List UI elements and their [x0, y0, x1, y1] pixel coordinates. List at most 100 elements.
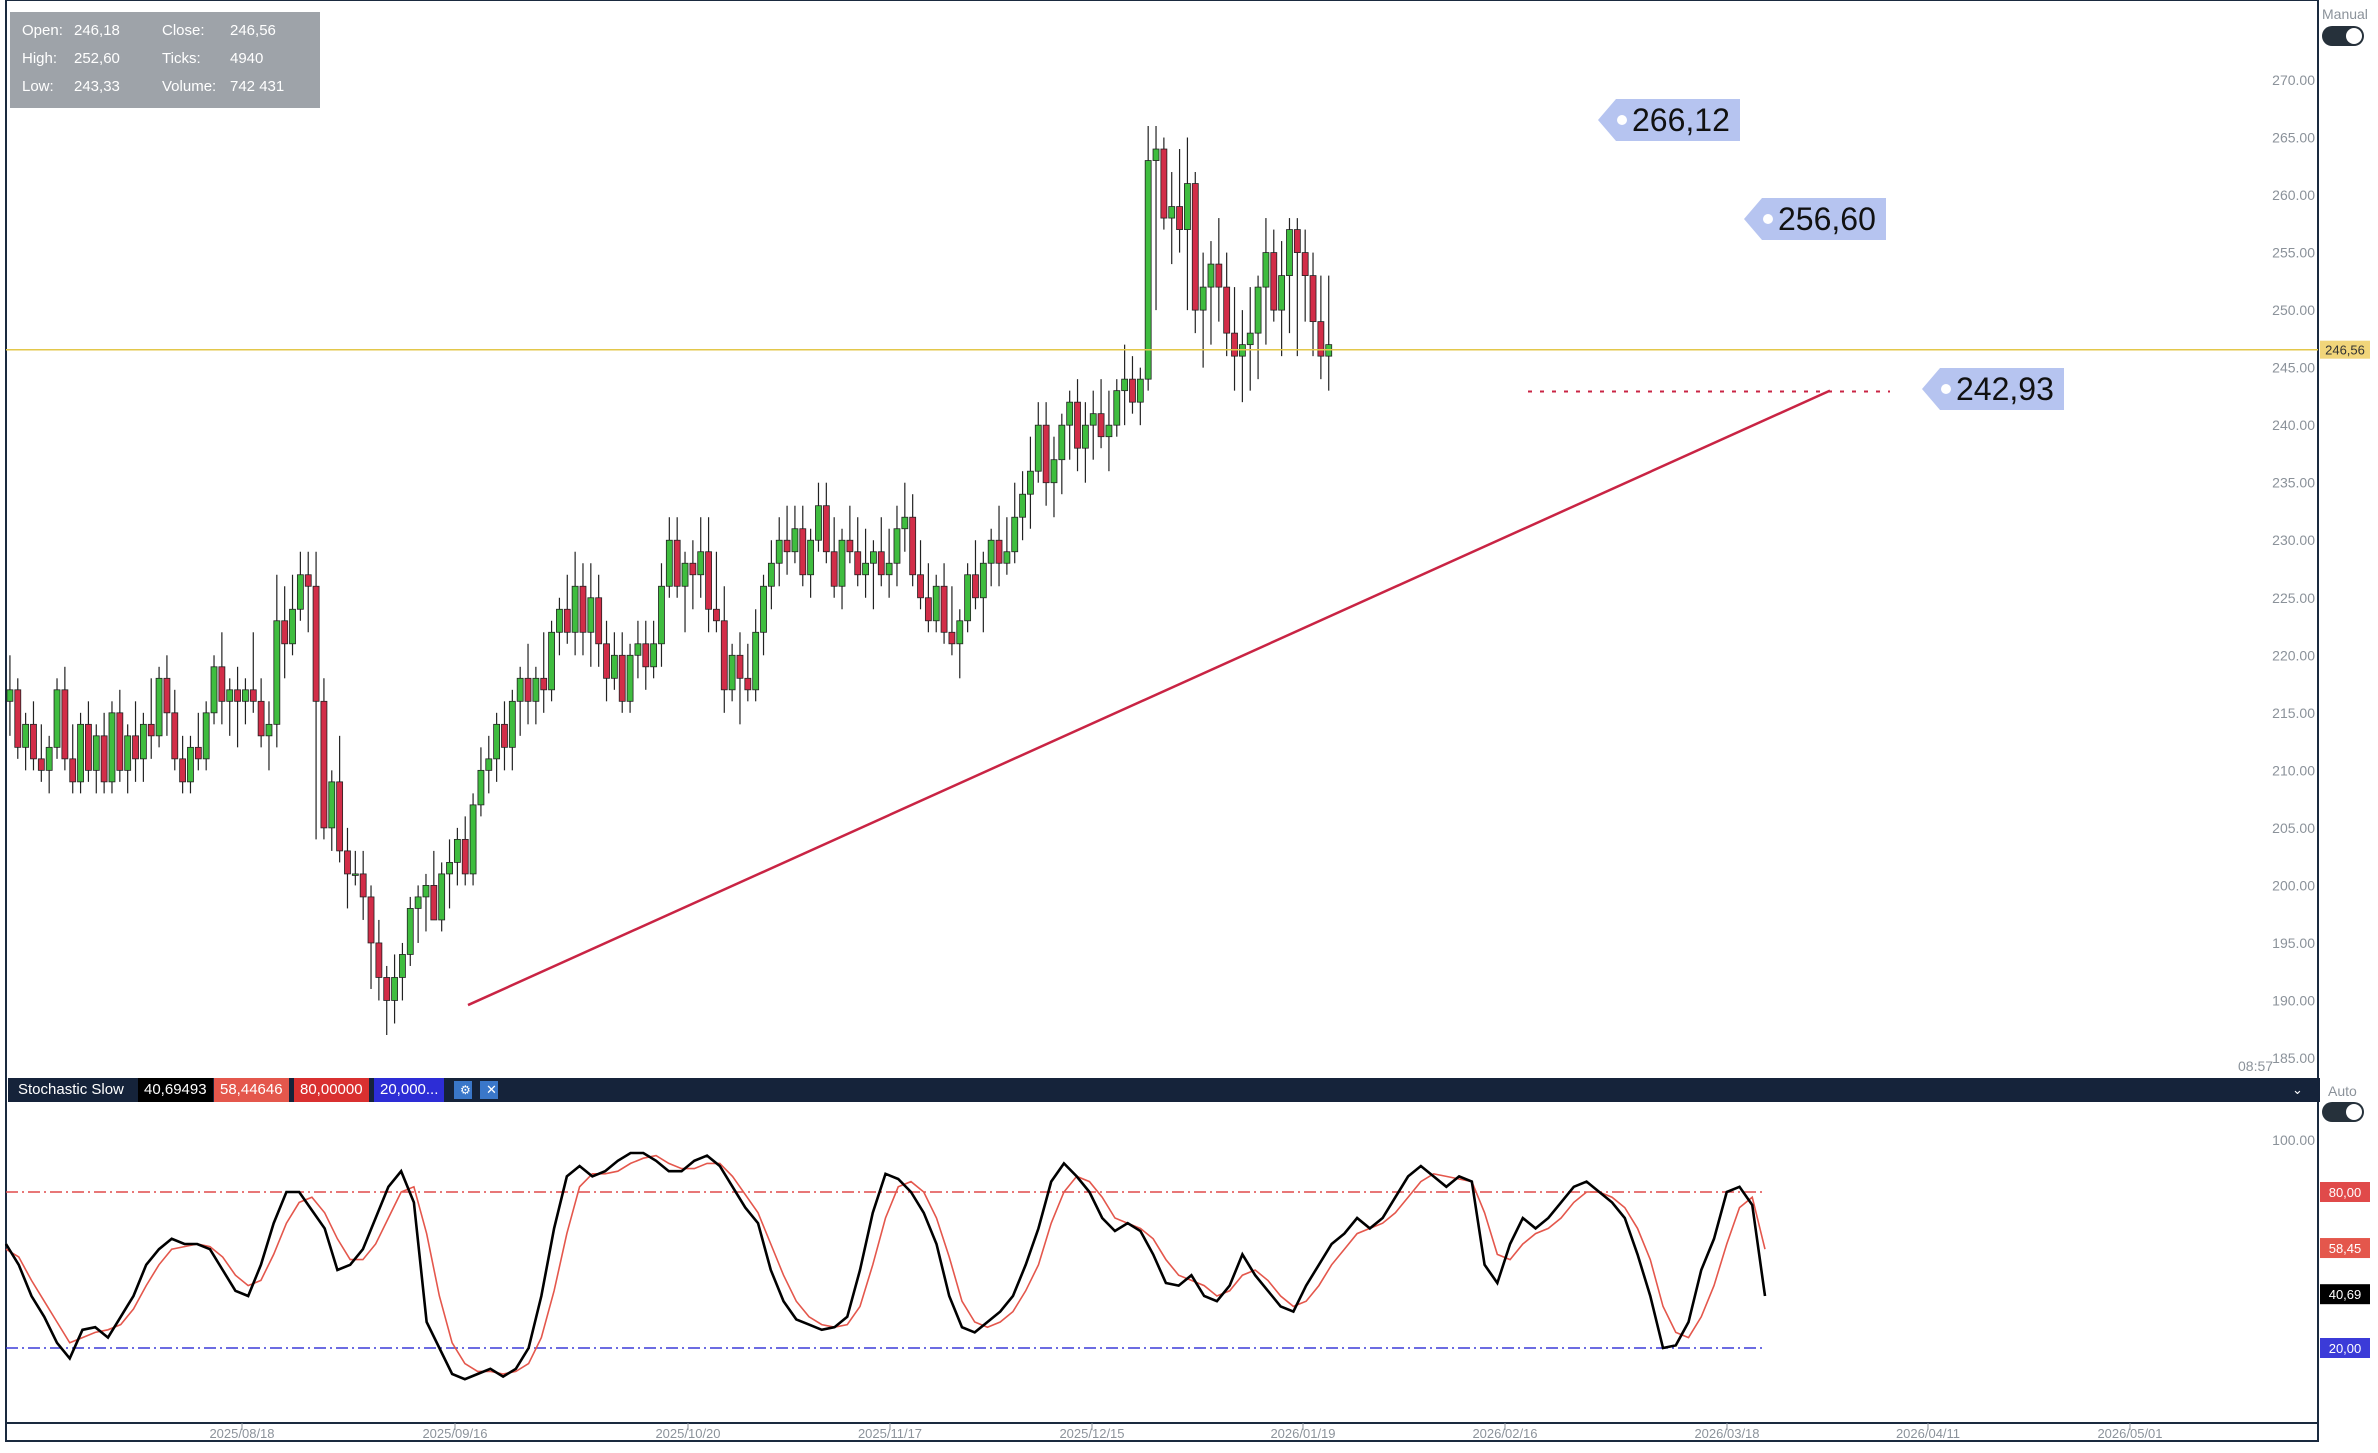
- candle-body: [296, 574, 304, 610]
- candle: [791, 505, 799, 564]
- candle-body: [351, 873, 359, 876]
- candle-body: [1011, 516, 1019, 553]
- candle: [406, 896, 414, 966]
- candle: [1136, 367, 1144, 426]
- candle-body: [964, 574, 972, 622]
- candle-body: [147, 723, 155, 737]
- candle-body: [752, 631, 760, 691]
- candle: [556, 597, 563, 656]
- settings-icon[interactable]: ⚙: [454, 1081, 472, 1099]
- candle-body: [579, 585, 587, 633]
- candle-body: [477, 769, 485, 806]
- chevron-down-icon[interactable]: ⌄: [2292, 1082, 2303, 1097]
- candle: [987, 528, 995, 587]
- candle: [37, 724, 45, 782]
- stoch-k-tag-text: 40,69: [2329, 1287, 2362, 1302]
- candle-body: [1152, 148, 1160, 161]
- candle: [469, 793, 477, 886]
- candle: [744, 643, 752, 702]
- close-label: Close:: [162, 22, 205, 39]
- high-value: 252,60: [74, 50, 120, 67]
- price-tick-label: 245.00: [2272, 360, 2315, 376]
- candle: [1152, 126, 1160, 311]
- candle: [344, 827, 351, 909]
- candle-body: [14, 689, 22, 748]
- candle-body: [344, 850, 351, 875]
- candle-body: [563, 608, 571, 633]
- candle: [885, 528, 893, 598]
- time-tick-label: 2026/01/19: [1270, 1426, 1335, 1441]
- candle-body: [870, 551, 877, 564]
- stochastic-k-value: 40,69493: [138, 1078, 213, 1102]
- candle-body: [1246, 332, 1254, 346]
- last-price-tag-text: 246,56: [2325, 343, 2365, 358]
- candle: [1317, 275, 1325, 380]
- candle: [139, 712, 147, 782]
- time-tick-label: 2025/09/16: [422, 1426, 487, 1441]
- candle: [1199, 252, 1207, 368]
- candle: [1301, 229, 1309, 322]
- candle: [53, 678, 61, 759]
- candle-body: [249, 689, 257, 702]
- candle: [336, 735, 344, 863]
- candle-body: [1097, 413, 1105, 438]
- stoch-lower-tag: [2320, 1338, 2370, 1358]
- scale-mode-label-bottom: Auto: [2328, 1083, 2357, 1099]
- candle-body: [665, 539, 673, 587]
- low-label: Low:: [22, 78, 54, 95]
- candle-body: [610, 654, 618, 679]
- candle-body: [1121, 378, 1129, 392]
- candle-body: [979, 562, 987, 599]
- candle: [1223, 252, 1231, 357]
- candle-body: [650, 643, 658, 668]
- auto-scale-toggle[interactable]: [2322, 1102, 2364, 1122]
- toggle-knob: [2346, 1104, 2362, 1120]
- candle-body: [1293, 229, 1301, 253]
- close-icon[interactable]: ✕: [480, 1081, 498, 1099]
- candle-body: [1168, 206, 1176, 219]
- stochastic-d-value: 58,44646: [214, 1078, 289, 1102]
- candle: [1325, 275, 1333, 391]
- time-tick-label: 2026/04/11: [1896, 1426, 1960, 1441]
- candle-body: [469, 804, 477, 875]
- candle: [995, 505, 1003, 587]
- candle-body: [1231, 332, 1238, 357]
- candle: [501, 701, 508, 771]
- candle-body: [30, 723, 37, 760]
- price-tick-label: 195.00: [2272, 935, 2315, 951]
- candle: [1034, 402, 1042, 483]
- candle-body: [375, 942, 383, 978]
- price-tick-label: 260.00: [2272, 187, 2315, 203]
- candle: [1019, 471, 1026, 541]
- candle-body: [1317, 321, 1325, 357]
- candle: [877, 517, 885, 587]
- candle: [108, 701, 116, 794]
- candle-body: [1058, 424, 1066, 461]
- candle: [862, 528, 869, 598]
- price-tick-label: 235.00: [2272, 475, 2315, 491]
- candle: [532, 666, 540, 725]
- candle: [1246, 287, 1254, 391]
- candle-body: [1262, 252, 1270, 288]
- candle: [1129, 356, 1136, 414]
- candle: [1262, 218, 1270, 345]
- candle-body: [838, 539, 846, 587]
- callout-high-1-dot: [1617, 115, 1627, 125]
- candle: [116, 689, 124, 782]
- candle-body: [540, 677, 548, 691]
- candle: [14, 678, 22, 759]
- manual-scale-toggle[interactable]: [2322, 26, 2364, 46]
- candle-body: [45, 746, 53, 771]
- candle: [893, 505, 901, 587]
- candle-body: [320, 700, 328, 829]
- candle: [242, 678, 249, 725]
- price-tick-label: 200.00: [2272, 877, 2315, 893]
- candle-body: [234, 689, 241, 702]
- candle: [1097, 379, 1105, 449]
- candle: [603, 620, 610, 702]
- candle-body: [1129, 378, 1136, 403]
- candle-body: [917, 574, 924, 599]
- candle-body: [383, 977, 391, 1001]
- price-axis: 270.00 265.00 260.00 255.00 250.00 245.00 240.…: [2272, 72, 2315, 1066]
